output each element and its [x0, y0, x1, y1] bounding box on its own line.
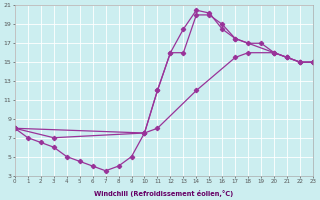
- X-axis label: Windchill (Refroidissement éolien,°C): Windchill (Refroidissement éolien,°C): [94, 190, 234, 197]
